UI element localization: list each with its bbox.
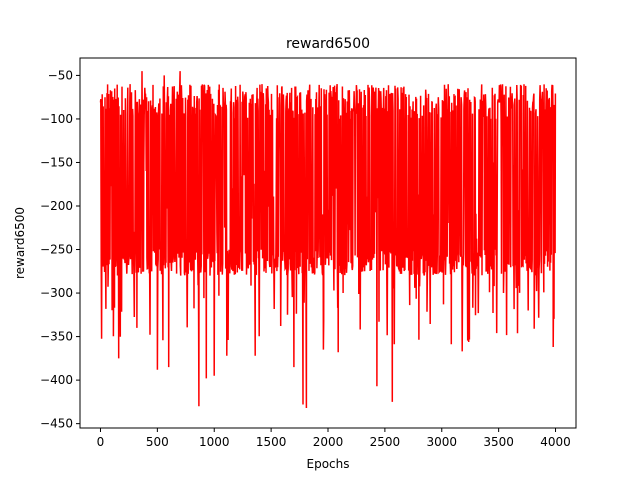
y-tick-label: −450	[40, 417, 73, 431]
y-tick-label: −50	[48, 68, 73, 82]
y-tick-label: −350	[40, 330, 73, 344]
x-tick-label: 2500	[370, 435, 401, 449]
x-tick-label: 2000	[313, 435, 344, 449]
series-line-reward	[99, 71, 557, 409]
x-tick-label: 1500	[256, 435, 287, 449]
x-axis-ticks: 0 500 1000 1500 2000 2500 3000 3500 4000	[97, 428, 571, 449]
y-axis-ticks: −50 −100 −150 −200 −250 −300 −350 −400 −450	[40, 68, 80, 431]
y-axis-label: reward6500	[13, 207, 27, 279]
y-tick-label: −250	[40, 243, 73, 257]
x-tick-label: 4000	[540, 435, 571, 449]
y-tick-label: −100	[40, 112, 73, 126]
x-tick-label: 500	[146, 435, 169, 449]
y-tick-label: −400	[40, 373, 73, 387]
chart-title: reward6500	[286, 36, 370, 52]
y-tick-label: −200	[40, 199, 73, 213]
x-tick-label: 1000	[199, 435, 230, 449]
x-axis-label: Epochs	[307, 457, 350, 471]
y-tick-label: −150	[40, 155, 73, 169]
x-tick-label: 3500	[483, 435, 514, 449]
y-tick-label: −300	[40, 286, 73, 300]
x-tick-label: 0	[97, 435, 105, 449]
x-tick-label: 3000	[426, 435, 457, 449]
